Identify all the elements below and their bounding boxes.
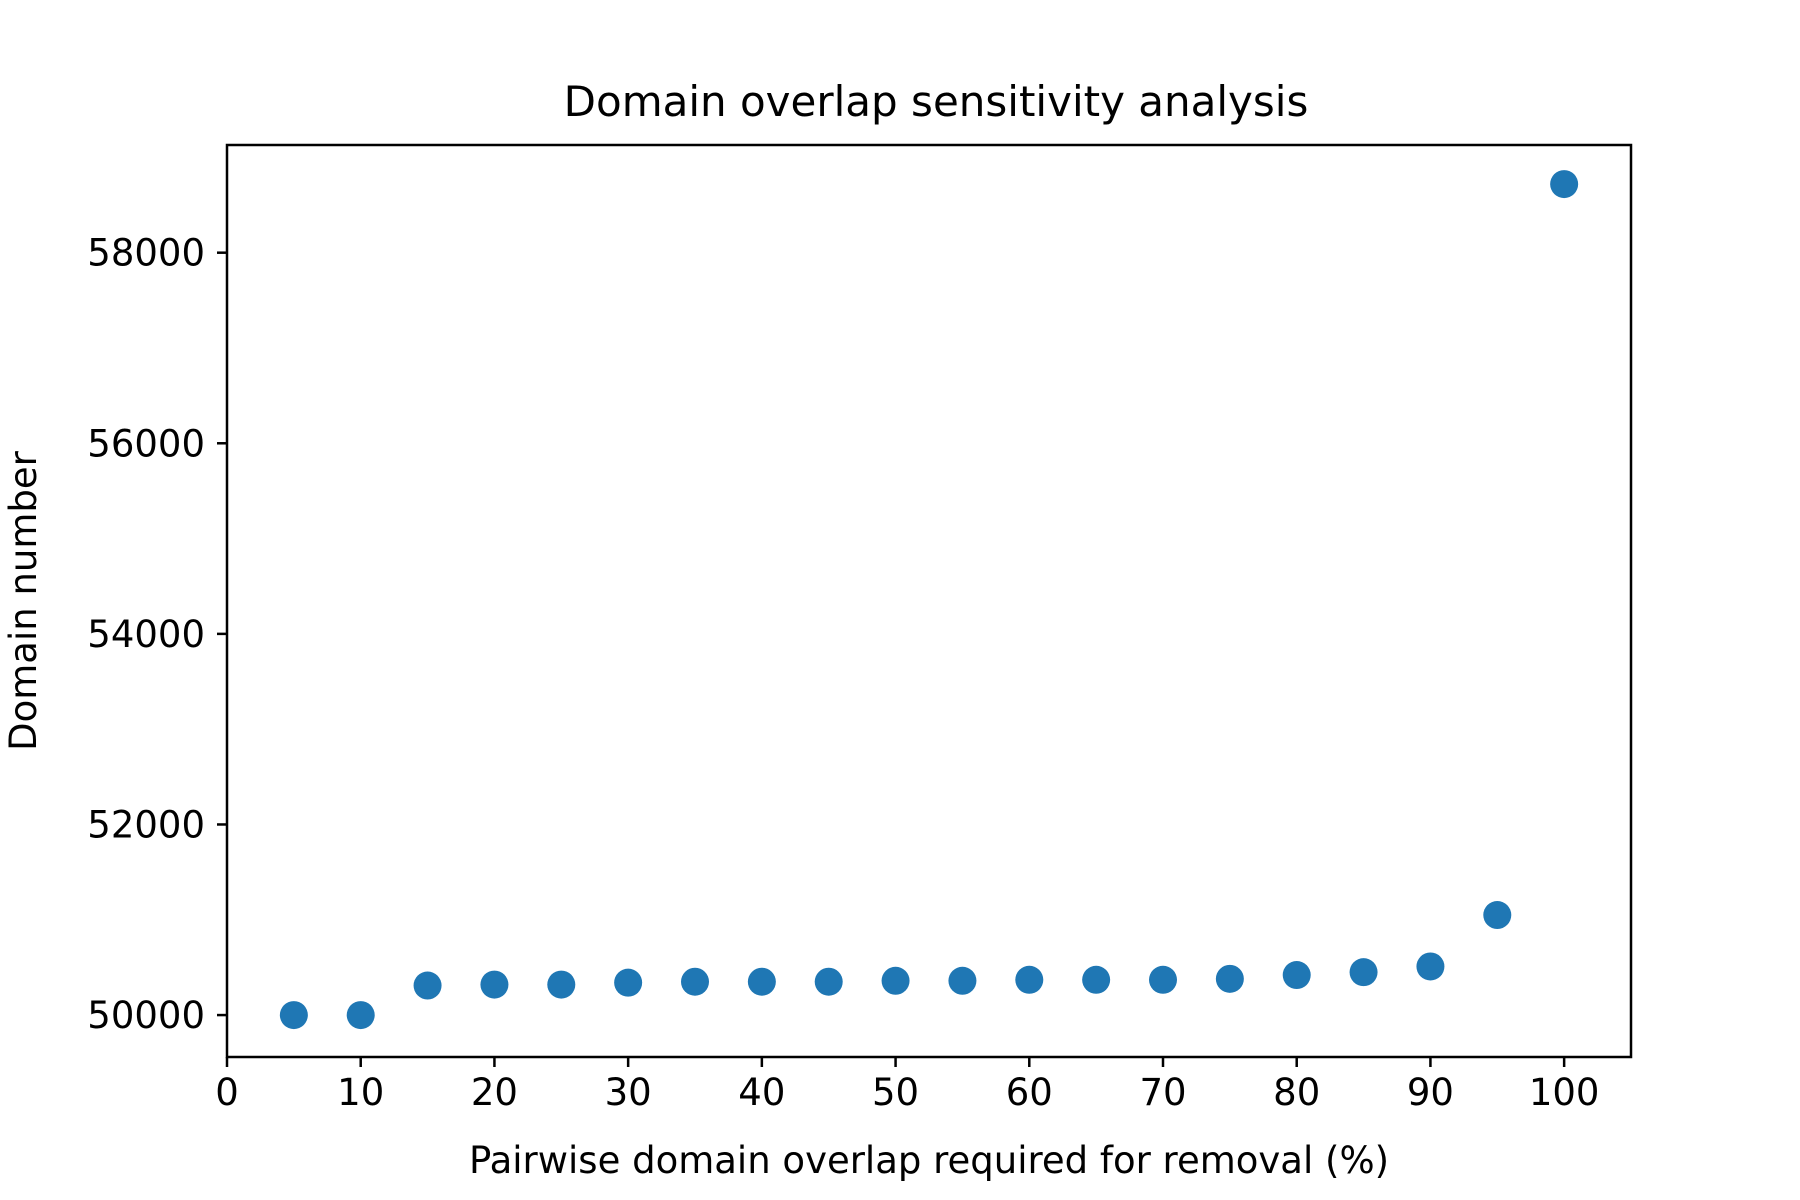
data-point [1483, 901, 1512, 930]
data-point [547, 970, 576, 999]
data-point [279, 1001, 308, 1030]
x-tick-label: 40 [738, 1071, 785, 1114]
data-point [681, 967, 709, 996]
data-point [1215, 964, 1244, 993]
x-axis: 0 10 20 30 40 50 60 70 80 90 100 [215, 1057, 1599, 1114]
x-tick-label: 50 [872, 1071, 919, 1114]
x-tick-label: 20 [471, 1071, 518, 1114]
data-point [1416, 952, 1445, 981]
data-points [279, 170, 1579, 1030]
chart-title: Domain overlap sensitivity analysis [564, 77, 1309, 126]
x-tick-label: 70 [1139, 1071, 1186, 1114]
plot-area-frame [225, 143, 1633, 1059]
data-point [413, 971, 442, 1000]
data-point [1082, 965, 1111, 994]
x-tick-label: 0 [215, 1071, 239, 1114]
data-point [1282, 961, 1311, 990]
x-axis-label: Pairwise domain overlap required for rem… [469, 1139, 1389, 1182]
data-point [1015, 965, 1044, 994]
x-tick-label: 30 [605, 1071, 652, 1114]
data-point [814, 967, 843, 996]
x-tick-label: 60 [1006, 1071, 1053, 1114]
data-point [881, 966, 910, 995]
x-tick-label: 90 [1407, 1071, 1454, 1114]
data-point [747, 967, 776, 996]
x-tick-label: 80 [1273, 1071, 1320, 1114]
data-point [346, 1001, 375, 1030]
data-point [1550, 170, 1579, 199]
y-tick-label: 58000 [87, 232, 205, 275]
y-tick-label: 54000 [87, 613, 205, 656]
x-tick-label: 100 [1529, 1071, 1600, 1114]
data-point [948, 966, 977, 995]
data-point [1349, 958, 1378, 987]
y-tick-label: 50000 [87, 994, 205, 1037]
data-point [480, 970, 509, 999]
x-tick-label: 10 [337, 1071, 384, 1114]
data-point [1149, 965, 1177, 994]
y-axis-label: Domain number [2, 450, 45, 751]
y-tick-label: 56000 [87, 422, 205, 465]
y-tick-label: 52000 [87, 803, 205, 846]
data-point [614, 968, 643, 997]
y-axis: 50000 52000 54000 56000 58000 [87, 232, 227, 1037]
